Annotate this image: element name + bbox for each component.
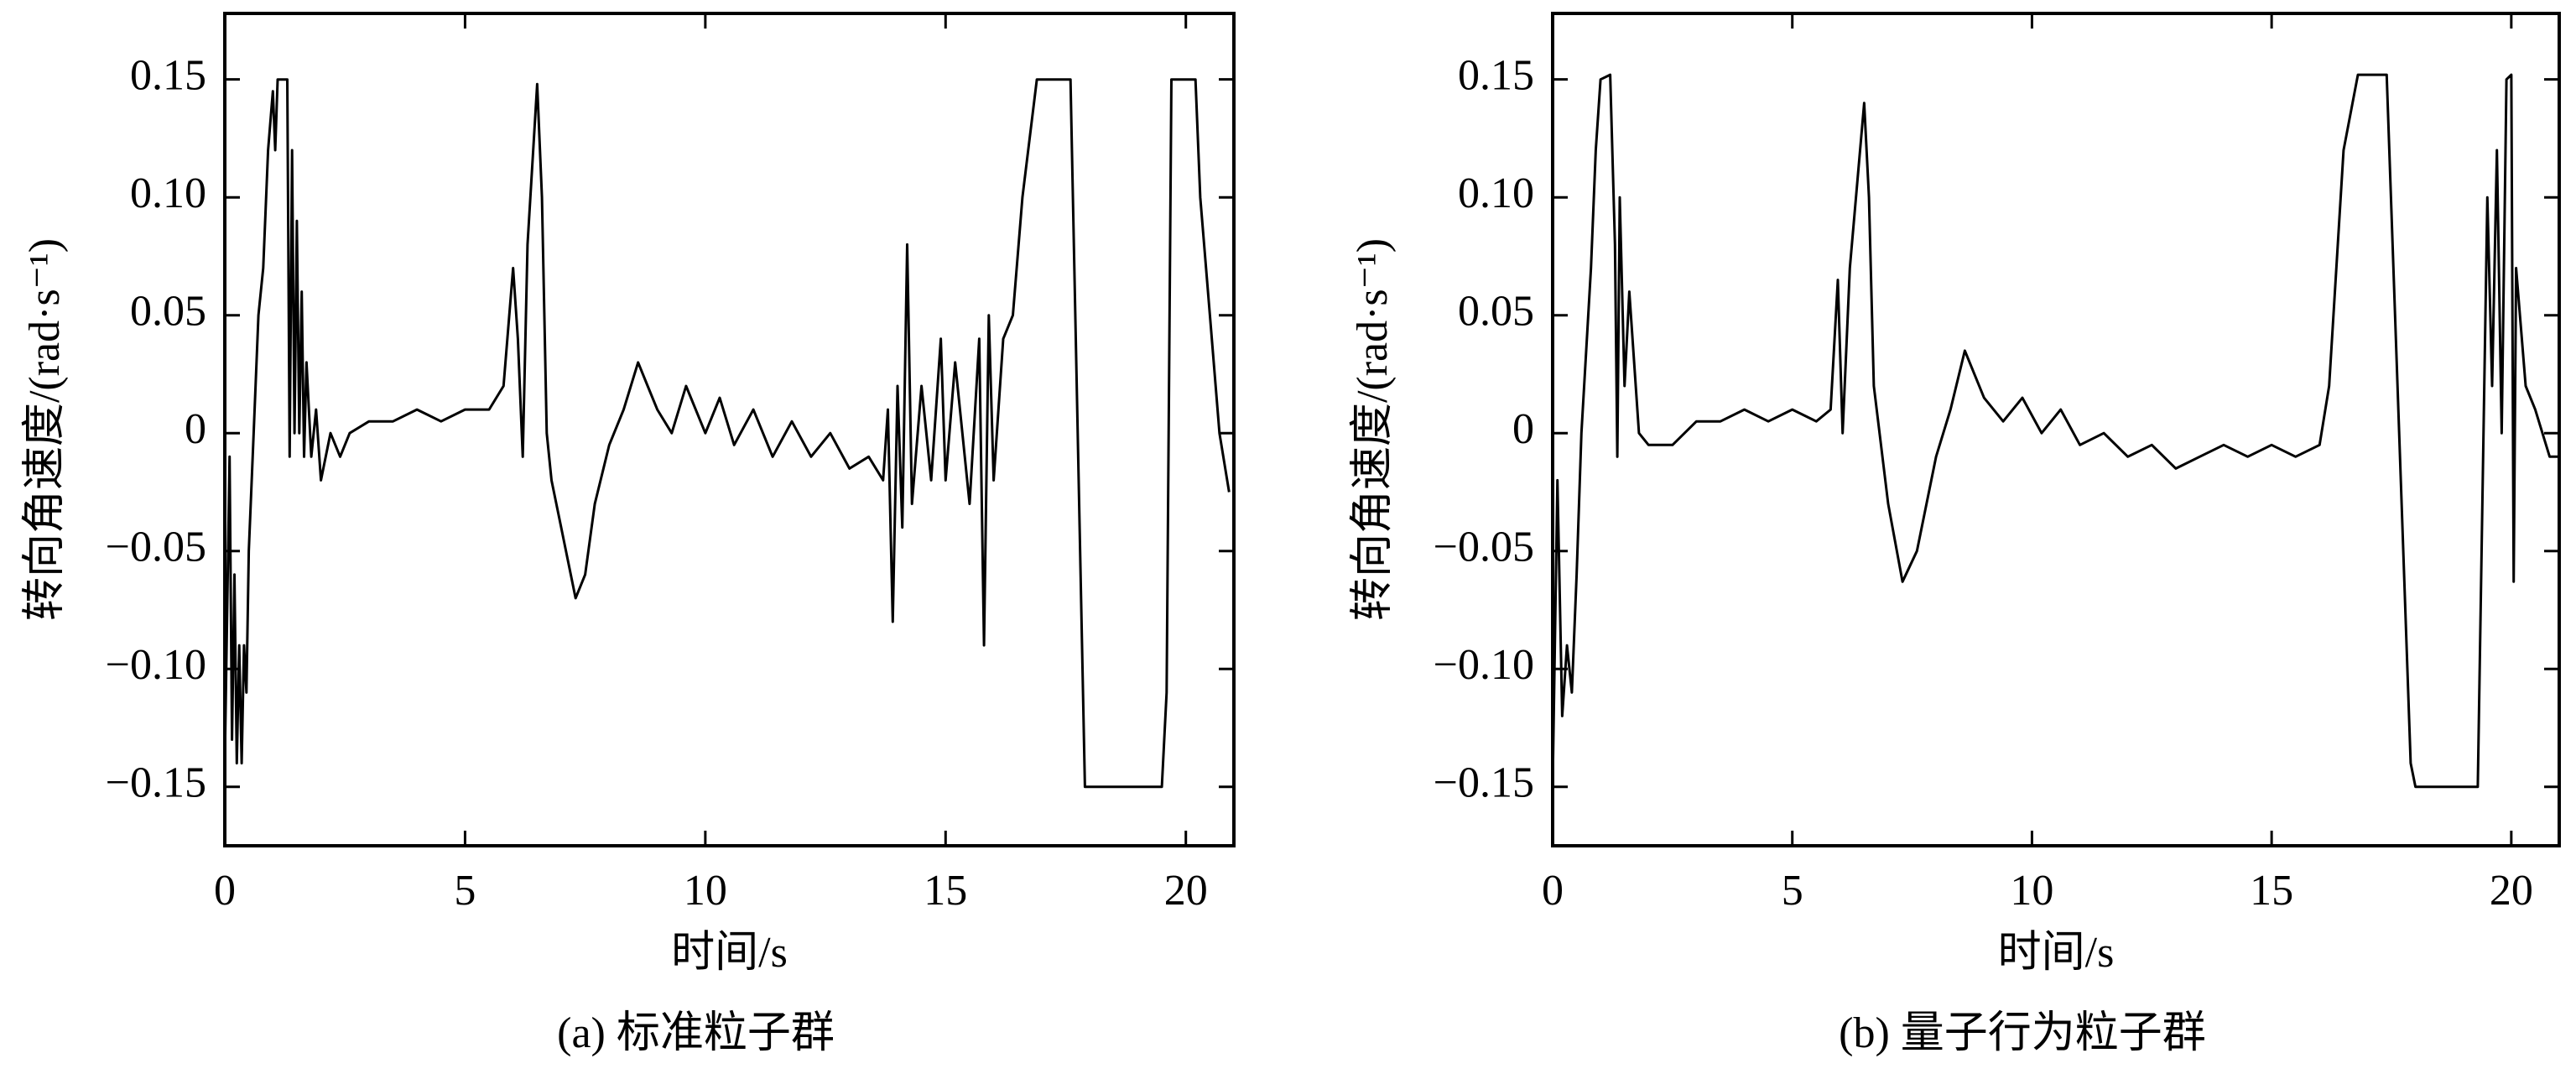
x-tick-label: 15 [924,867,967,915]
caption: (a) 标准粒子群 [557,1009,835,1057]
x-tick-label: 5 [1782,867,1803,915]
y-tick-label: 0.15 [1458,52,1534,100]
line-series [1551,73,2559,789]
y-tick-label: 0.10 [1458,169,1534,217]
y-tick-label: 0.10 [130,169,206,217]
y-axis-label: 转向角速度/(rad·s⁻¹) [1349,238,1397,621]
x-axis-label: 时间/s [671,929,788,977]
y-tick-label: −0.15 [106,759,206,807]
y-tick-label: 0.05 [1458,288,1534,336]
y-tick-label: 0.05 [130,288,206,336]
x-tick-label: 10 [2010,867,2053,915]
y-tick-label: −0.10 [106,641,206,689]
y-tick-label: −0.10 [1434,641,1534,689]
plot-frame [223,12,1236,847]
x-tick-label: 5 [454,867,476,915]
line-series [223,78,1231,789]
y-axis-label: 转向角速度/(rad·s⁻¹) [21,238,69,621]
y-tick-label: −0.05 [106,524,206,571]
y-tick-label: −0.15 [1434,759,1534,807]
plot-frame [1551,12,2561,847]
y-tick-label: 0 [1512,405,1534,453]
x-tick-label: 0 [1542,867,1564,915]
y-tick-label: −0.05 [1434,524,1534,571]
y-tick-label: 0.15 [130,52,206,100]
x-tick-label: 0 [214,867,236,915]
y-tick-label: 0 [185,405,206,453]
x-tick-label: 20 [1164,867,1208,915]
x-tick-label: 20 [2490,867,2533,915]
x-tick-label: 10 [684,867,727,915]
x-tick-label: 15 [2250,867,2293,915]
caption: (b) 量子行为粒子群 [1839,1009,2206,1057]
x-axis-label: 时间/s [1998,929,2115,977]
